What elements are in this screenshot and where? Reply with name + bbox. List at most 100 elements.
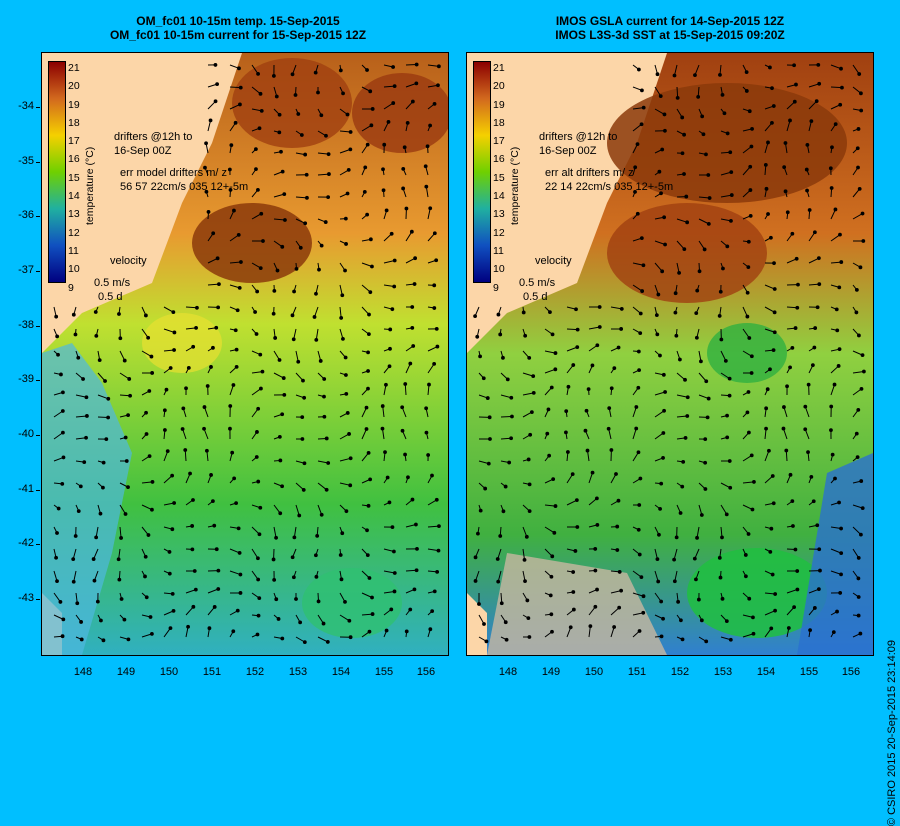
velocity-arrow-head — [830, 405, 833, 408]
velocity-arrow-head — [438, 525, 441, 528]
velocity-arrow-head — [615, 473, 618, 476]
velocity-arrow-head — [93, 579, 96, 582]
velocity-arrow-head — [371, 596, 374, 599]
velocity-arrow-head — [366, 213, 369, 216]
velocity-arrow-head — [554, 352, 557, 355]
velocity-arrow-head — [367, 504, 370, 507]
velocity-arrow-head — [171, 528, 174, 531]
velocity-arrow-head — [168, 551, 171, 554]
velocity-arrow-head — [260, 109, 263, 112]
velocity-arrow-head — [658, 170, 661, 173]
velocity-arrow-head — [315, 292, 318, 295]
velocity-arrow-head — [340, 578, 343, 581]
velocity-arrow-head — [682, 460, 685, 463]
velocity-arrow-head — [229, 427, 232, 430]
velocity-arrow-head — [591, 364, 594, 367]
velocity-arrow-head — [620, 328, 623, 331]
velocity-arrow-head — [60, 373, 63, 376]
velocity-arrow-head — [744, 575, 747, 578]
velocity-arrow-head — [120, 537, 123, 540]
velocity-arrow-head — [664, 243, 667, 246]
velocity-arrow-head — [705, 153, 708, 156]
right-x-tick-149: 149 — [536, 666, 566, 678]
velocity-arrow-head — [429, 124, 432, 127]
velocity-arrow-head — [297, 113, 300, 116]
velocity-arrow-head — [349, 484, 352, 487]
velocity-arrow-head — [281, 485, 284, 488]
velocity-arrow-head — [855, 288, 858, 291]
velocity-arrow-head — [502, 510, 505, 513]
velocity-arrow-head — [551, 333, 554, 336]
velocity-arrow-head — [656, 73, 659, 76]
velocity-arrow-head — [474, 580, 477, 583]
left-x-tick-154: 154 — [326, 666, 356, 678]
velocity-arrow-head — [261, 370, 264, 373]
velocity-arrow-head — [572, 364, 575, 367]
left-velocity-label: velocity — [110, 255, 147, 267]
right-map-panel: 21 20 19 18 17 16 15 14 13 12 11 10 9 te… — [466, 52, 874, 656]
velocity-arrow-head — [382, 168, 385, 171]
velocity-arrow-head — [791, 232, 794, 235]
velocity-arrow-head — [686, 396, 689, 399]
left-err-line2: 56 57 22cm/s 035 12+-5m — [120, 181, 248, 193]
velocity-arrow-head — [57, 507, 60, 510]
velocity-arrow-head — [216, 83, 219, 86]
velocity-arrow-head — [642, 595, 645, 598]
velocity-arrow-head — [298, 514, 301, 517]
left-title: OM_fc01 10-15m temp. 15-Sep-2015 OM_fc01… — [28, 14, 448, 42]
velocity-arrow-head — [281, 413, 284, 416]
velocity-arrow-head — [431, 474, 434, 477]
velocity-arrow-head — [182, 407, 185, 410]
velocity-arrow-head — [233, 477, 236, 480]
velocity-arrow-head — [349, 148, 352, 151]
velocity-arrow-head — [149, 616, 152, 619]
velocity-arrow-head — [118, 313, 121, 316]
velocity-arrow-head — [833, 383, 836, 386]
velocity-arrow-head — [502, 356, 505, 359]
velocity-arrow-head — [181, 428, 184, 431]
velocity-arrow-head — [786, 385, 789, 388]
velocity-arrow-head — [86, 415, 89, 418]
right-title: IMOS GSLA current for 14-Sep-2015 12Z IM… — [460, 14, 880, 42]
velocity-arrow-head — [572, 591, 575, 594]
velocity-arrow-head — [313, 316, 316, 319]
right-title-line1: IMOS GSLA current for 14-Sep-2015 12Z — [460, 14, 880, 28]
velocity-arrow-head — [295, 598, 298, 601]
velocity-arrow-head — [474, 556, 477, 559]
velocity-arrow-head — [345, 392, 348, 395]
velocity-arrow-head — [696, 536, 699, 539]
velocity-arrow-head — [367, 451, 370, 454]
velocity-arrow-head — [341, 532, 344, 535]
velocity-arrow-head — [770, 527, 773, 530]
velocity-arrow-head — [526, 599, 529, 602]
velocity-arrow-head — [206, 385, 209, 388]
velocity-arrow-head — [388, 365, 391, 368]
velocity-arrow-head — [753, 481, 756, 484]
velocity-arrow-head — [524, 580, 527, 583]
velocity-arrow-head — [428, 383, 431, 386]
velocity-arrow-head — [92, 558, 95, 561]
velocity-arrow-head — [125, 460, 128, 463]
velocity-arrow-head — [145, 596, 148, 599]
velocity-arrow-head — [327, 462, 330, 465]
velocity-arrow-head — [673, 74, 676, 77]
velocity-arrow-head — [569, 626, 572, 629]
velocity-arrow-head — [701, 115, 704, 118]
velocity-arrow-head — [406, 121, 409, 124]
velocity-arrow-head — [638, 504, 641, 507]
velocity-arrow-head — [368, 630, 371, 633]
velocity-arrow-head — [765, 427, 768, 430]
velocity-arrow-head — [413, 283, 416, 286]
velocity-arrow-head — [325, 437, 328, 440]
velocity-arrow-head — [72, 558, 75, 561]
velocity-arrow-head — [613, 367, 616, 370]
velocity-arrow-head — [477, 532, 480, 535]
velocity-arrow-head — [551, 555, 554, 558]
velocity-arrow-head — [366, 554, 369, 557]
velocity-arrow-head — [789, 473, 792, 476]
velocity-arrow-head — [257, 73, 260, 76]
velocity-arrow-head — [144, 575, 147, 578]
velocity-arrow-head — [302, 489, 305, 492]
velocity-arrow-head — [694, 74, 697, 77]
velocity-arrow-head — [393, 85, 396, 88]
